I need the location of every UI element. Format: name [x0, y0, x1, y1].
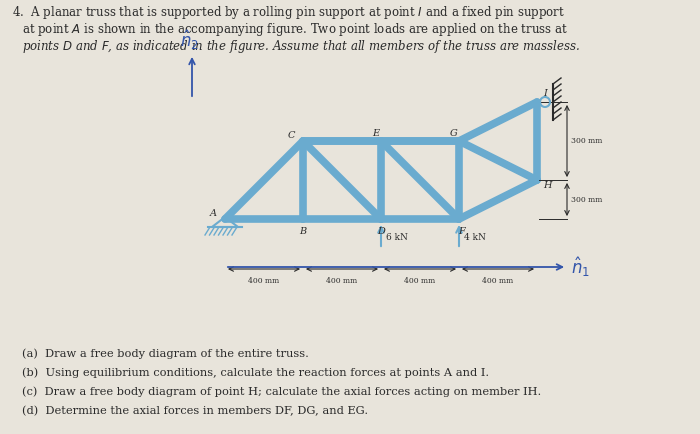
Text: C: C — [287, 131, 295, 139]
Text: at point $A$ is shown in the accompanying figure. Two point loads are applied on: at point $A$ is shown in the accompanyin… — [22, 21, 568, 38]
Text: A: A — [209, 208, 216, 217]
Text: 400 mm: 400 mm — [248, 277, 279, 285]
Text: H: H — [542, 181, 552, 190]
Text: 4 kN: 4 kN — [464, 233, 486, 241]
Text: F: F — [458, 227, 466, 237]
Text: (b)  Using equilibrium conditions, calculate the reaction forces at points A and: (b) Using equilibrium conditions, calcul… — [22, 368, 489, 378]
Text: E: E — [372, 128, 379, 138]
Text: (a)  Draw a free body diagram of the entire truss.: (a) Draw a free body diagram of the enti… — [22, 349, 309, 359]
Text: 400 mm: 400 mm — [482, 277, 514, 285]
Text: 400 mm: 400 mm — [326, 277, 358, 285]
Text: (c)  Draw a free body diagram of point H; calculate the axial forces acting on m: (c) Draw a free body diagram of point H;… — [22, 386, 541, 397]
Text: 300 mm: 300 mm — [571, 137, 603, 145]
Text: 6 kN: 6 kN — [386, 233, 408, 241]
Text: D: D — [377, 227, 385, 237]
Text: B: B — [300, 227, 307, 237]
Text: $\hat{n}_1$: $\hat{n}_1$ — [571, 255, 590, 279]
Text: 300 mm: 300 mm — [571, 195, 603, 204]
Text: 4.  A planar truss that is supported by a rolling pin support at point $I$ and a: 4. A planar truss that is supported by a… — [12, 4, 565, 21]
Text: I: I — [543, 89, 547, 99]
Text: $\hat{n}_2$: $\hat{n}_2$ — [180, 28, 199, 52]
Text: 400 mm: 400 mm — [405, 277, 435, 285]
Text: (d)  Determine the axial forces in members DF, DG, and EG.: (d) Determine the axial forces in member… — [22, 406, 368, 416]
Text: points $D$ and $F$, as indicated in the figure. Assume that all members of the t: points $D$ and $F$, as indicated in the … — [22, 38, 580, 55]
Text: G: G — [450, 128, 458, 138]
